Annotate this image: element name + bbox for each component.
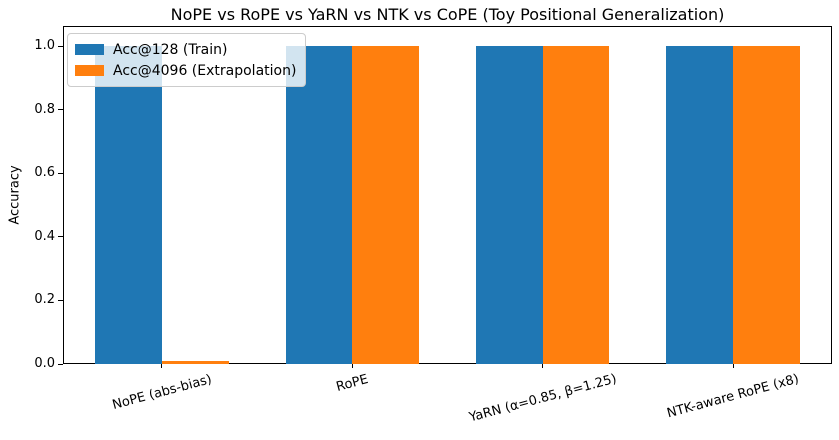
chart-title: NoPE vs RoPE vs YaRN vs NTK vs CoPE (Toy… — [170, 5, 725, 24]
x-tick — [161, 364, 163, 368]
x-tick-label-2: YaRN (α=0.85, β=1.25) — [467, 371, 618, 426]
y-tick — [58, 109, 63, 111]
y-tick-label: 0.8 — [34, 101, 55, 117]
legend: Acc@128 (Train) Acc@4096 (Extrapolation) — [67, 33, 307, 87]
y-tick-label: 0.4 — [34, 228, 55, 244]
bar-acc128-cat0 — [95, 46, 162, 364]
bar-acc4096-cat3 — [733, 46, 800, 364]
bar-acc128-cat1 — [285, 46, 353, 364]
legend-item-train: Acc@128 (Train) — [75, 39, 296, 60]
y-tick-label: 1.0 — [34, 38, 55, 54]
legend-swatch-orange — [75, 65, 104, 76]
y-tick — [58, 45, 63, 47]
x-tick-label-1: RoPE — [334, 371, 371, 395]
y-tick — [58, 363, 63, 365]
bar-acc4096-cat0 — [161, 360, 229, 364]
bar-acc4096-cat1 — [352, 46, 419, 364]
bar-acc128-cat2 — [476, 46, 543, 364]
x-tick-label-0: NoPE (abs-bias) — [110, 371, 214, 413]
x-tick — [732, 364, 734, 368]
legend-swatch-blue — [75, 44, 104, 55]
y-tick — [58, 172, 63, 174]
y-tick — [58, 299, 63, 301]
legend-item-extrapolation: Acc@4096 (Extrapolation) — [75, 60, 296, 81]
x-tick-label-3: NTK-aware RoPE (x8) — [665, 371, 801, 422]
legend-label-extrapolation: Acc@4096 (Extrapolation) — [113, 62, 297, 79]
legend-label-train: Acc@128 (Train) — [113, 41, 228, 58]
y-tick-label: 0.0 — [34, 356, 55, 371]
y-tick-label: 0.6 — [34, 165, 55, 181]
x-tick — [351, 364, 353, 368]
bar-acc4096-cat2 — [542, 46, 610, 364]
x-tick — [542, 364, 544, 368]
y-tick — [58, 236, 63, 238]
bar-acc128-cat3 — [666, 46, 733, 364]
y-tick-label: 0.2 — [34, 292, 55, 308]
